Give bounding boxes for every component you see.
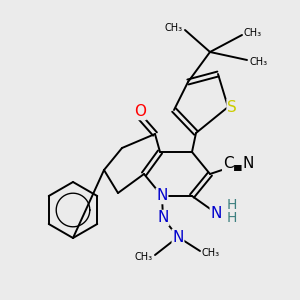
Text: S: S — [227, 100, 237, 115]
Text: CH₃: CH₃ — [165, 23, 183, 33]
Text: N: N — [172, 230, 184, 244]
Text: N: N — [242, 155, 254, 170]
Text: H: H — [227, 198, 237, 212]
Text: CH₃: CH₃ — [249, 57, 267, 67]
Text: N: N — [157, 211, 169, 226]
Text: C: C — [223, 155, 233, 170]
Text: O: O — [134, 104, 146, 119]
Text: H: H — [227, 211, 237, 225]
Text: CH₃: CH₃ — [202, 248, 220, 258]
Text: N: N — [210, 206, 222, 220]
Text: N: N — [156, 188, 168, 203]
Text: CH₃: CH₃ — [135, 252, 153, 262]
Text: CH₃: CH₃ — [244, 28, 262, 38]
